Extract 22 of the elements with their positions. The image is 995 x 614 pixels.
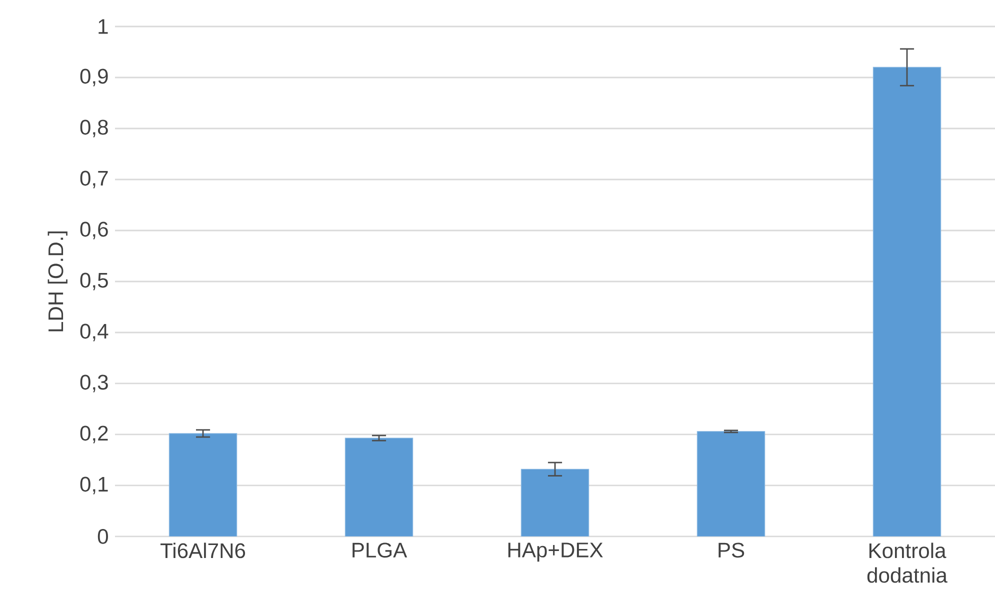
bar [344,438,414,536]
x-tick-label: PLGA [352,542,408,558]
y-tick-label: 1 [98,19,108,34]
y-tick-label: 0 [98,529,108,544]
y-tick-label: 0,2 [80,426,108,444]
y-axis-title: LDH [O.D.] [48,231,68,332]
x-tick-label: HAp+DEX [508,542,603,562]
y-tick-label: 0,8 [80,120,108,138]
x-tick-label: Ti6Al7N6 [160,542,246,558]
y-tick-label: 0,9 [80,68,108,86]
x-tick-label: PS [718,542,744,558]
y-tick-label: 0,1 [80,476,108,494]
bar [168,433,238,536]
bar [872,66,942,536]
y-tick-label: 0,6 [80,222,108,240]
y-tick-label: 0,5 [80,272,108,290]
bar [696,431,766,536]
y-tick-label: 0,3 [80,374,108,392]
y-tick-label: 0,7 [80,170,108,188]
x-tick-label: Kontrola dodatnia [867,542,948,583]
y-tick-label: 0,4 [80,324,108,342]
bar [520,468,590,536]
